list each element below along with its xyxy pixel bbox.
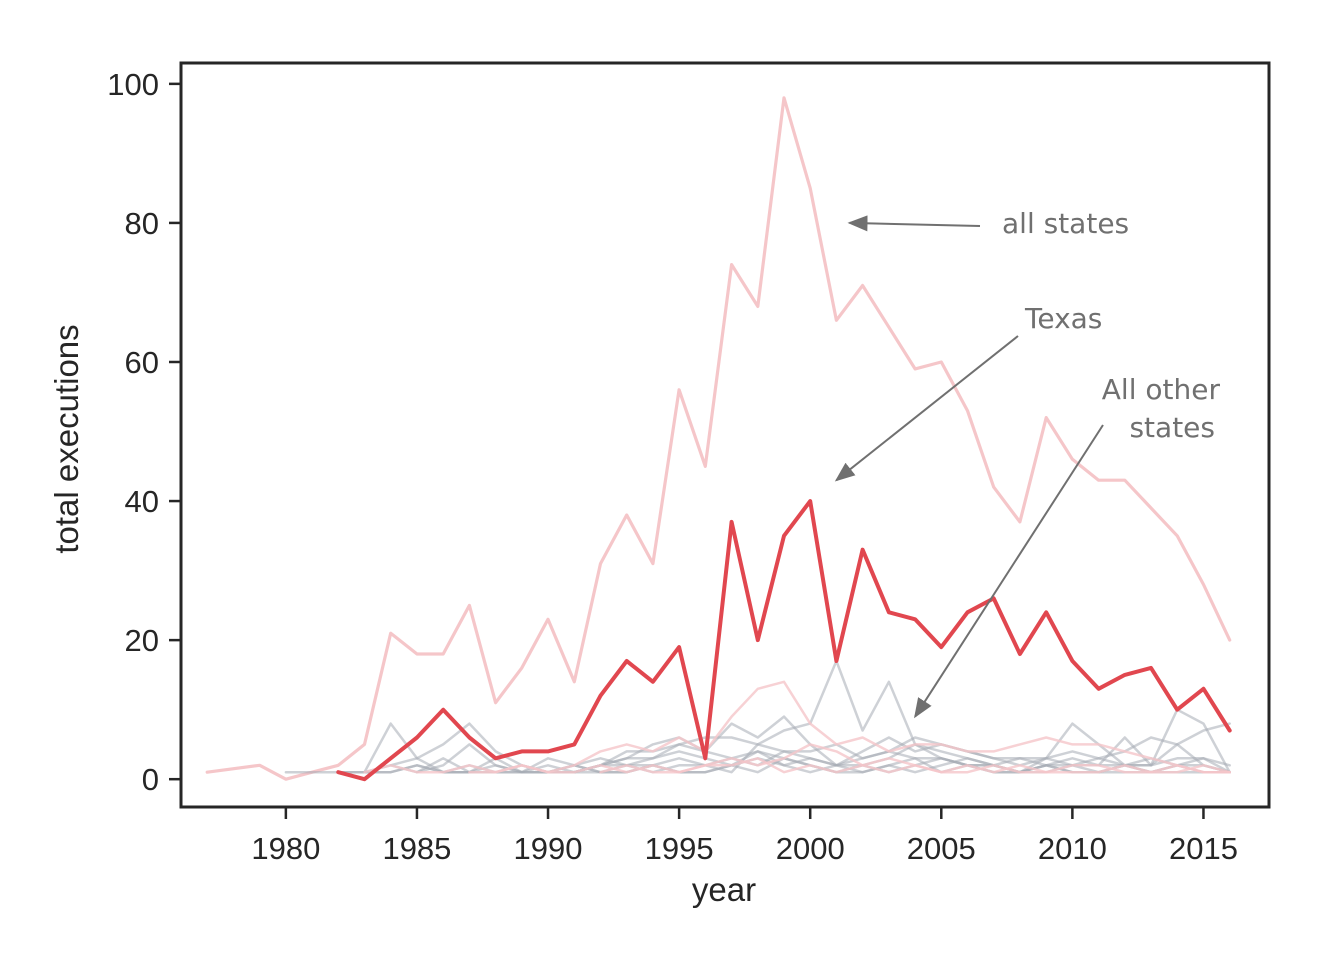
y-tick-label: 40	[125, 484, 159, 519]
annotation-texas: Texas	[834, 302, 1102, 482]
plot-frame	[179, 61, 1271, 809]
x-tick-label: 2010	[1038, 831, 1107, 866]
y-tick-label: 0	[142, 762, 159, 797]
x-tick-label: 2005	[907, 831, 976, 866]
x-tick-label: 1995	[645, 831, 714, 866]
annotation-arrow-texas	[834, 335, 1019, 482]
series-line-texas	[336, 499, 1232, 782]
annotation-label-texas: Texas	[1024, 302, 1102, 335]
series-line-other-b	[337, 708, 1231, 774]
y-tick-label: 60	[125, 345, 159, 380]
annotation-all-states: all states	[847, 207, 1129, 240]
x-tick-label: 2015	[1169, 831, 1238, 866]
annotation-arrow-all-states	[847, 215, 981, 232]
y-tick-label: 20	[125, 623, 159, 658]
series-line-other-pink-2	[468, 743, 1231, 774]
annotation-label-all-other-line-2: states	[1129, 411, 1215, 444]
y-tick-label: 80	[125, 206, 159, 241]
annotation-label-all-other-line-1: All other	[1102, 373, 1221, 406]
x-axis-title: year	[692, 871, 756, 908]
x-tick-label: 1985	[382, 831, 451, 866]
annotation-all-other-states: All other states	[914, 373, 1221, 719]
x-tick-label: 1980	[251, 831, 320, 866]
annotation-label-all-states: all states	[1002, 207, 1129, 240]
series-line-all-states	[205, 96, 1232, 781]
annotation-arrow-all-other-states	[914, 424, 1104, 719]
y-axis: 0 20 40 60 80 100	[107, 67, 181, 797]
x-axis: 1980 1985 1990 1995 2000 2005 2010 2015	[251, 807, 1238, 866]
y-tick-label: 100	[107, 67, 159, 102]
series-line-other-f	[363, 722, 1231, 774]
y-axis-title: total executions	[48, 324, 85, 553]
x-tick-label: 1990	[514, 831, 583, 866]
series-line-other-pink-3	[599, 757, 1231, 774]
x-tick-label: 2000	[776, 831, 845, 866]
series-layer	[205, 96, 1232, 782]
